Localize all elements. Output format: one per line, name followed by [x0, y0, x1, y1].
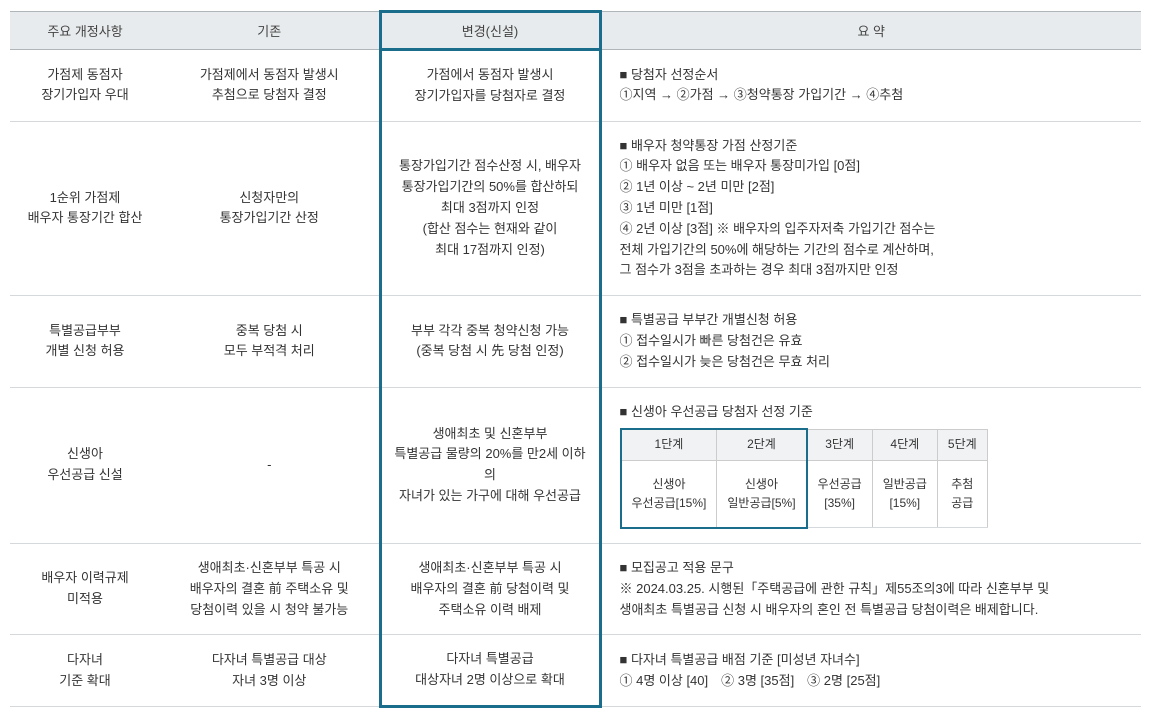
table-row: 다자녀기준 확대다자녀 특별공급 대상자녀 3명 이상다자녀 특별공급대상자녀 …	[10, 635, 1141, 707]
row-new: 부부 각각 중복 청약신청 가능(중복 당첨 시 先 당첨 인정)	[380, 296, 600, 387]
row-summary: ■ 배우자 청약통장 가점 산정기준① 배우자 없음 또는 배우자 통장미가입 …	[600, 121, 1141, 296]
row-new: 다자녀 특별공급대상자녀 2명 이상으로 확대	[380, 635, 600, 707]
table-row: 1순위 가점제배우자 통장기간 합산신청자만의통장가입기간 산정통장가입기간 점…	[10, 121, 1141, 296]
stage-header: 3단계	[807, 429, 873, 460]
stage-cell: 우선공급[35%]	[807, 460, 873, 528]
row-summary: ■ 당첨자 선정순서①지역 → ②가점 → ③청약통장 가입기간 → ④추첨	[600, 50, 1141, 122]
row-old: 신청자만의통장가입기간 산정	[160, 121, 380, 296]
table-header-row: 주요 개정사항 기존 변경(신설) 요 약	[10, 12, 1141, 50]
row-new: 생애최초 및 신혼부부특별공급 물량의 20%를 만2세 이하의자녀가 있는 가…	[380, 387, 600, 543]
row-title: 가점제 동점자장기가입자 우대	[10, 50, 160, 122]
stage-table: 1단계2단계3단계4단계5단계신생아우선공급[15%]신생아일반공급[5%]우선…	[620, 428, 988, 529]
stage-cell: 신생아우선공급[15%]	[621, 460, 717, 528]
stage-cell: 신생아일반공급[5%]	[717, 460, 807, 528]
header-title: 주요 개정사항	[10, 12, 160, 50]
stage-cell: 추첨공급	[937, 460, 987, 528]
revision-table: 주요 개정사항 기존 변경(신설) 요 약 가점제 동점자장기가입자 우대가점제…	[10, 10, 1141, 708]
row-summary: ■ 신생아 우선공급 당첨자 선정 기준 1단계2단계3단계4단계5단계신생아우선…	[600, 387, 1141, 543]
table-row: 특별공급부부개별 신청 허용중복 당첨 시모두 부적격 처리부부 각각 중복 청…	[10, 296, 1141, 387]
row-old: 생애최초·신혼부부 특공 시배우자의 결혼 前 주택소유 및당첨이력 있을 시 …	[160, 543, 380, 634]
row-new: 가점에서 동점자 발생시장기가입자를 당첨자로 결정	[380, 50, 600, 122]
header-new: 변경(신설)	[380, 12, 600, 50]
row-old: 중복 당첨 시모두 부적격 처리	[160, 296, 380, 387]
table-row: 신생아우선공급 신설-생애최초 및 신혼부부특별공급 물량의 20%를 만2세 …	[10, 387, 1141, 543]
table-row: 배우자 이력규제미적용생애최초·신혼부부 특공 시배우자의 결혼 前 주택소유 …	[10, 543, 1141, 634]
row-new: 통장가입기간 점수산정 시, 배우자통장가입기간의 50%를 합산하되최대 3점…	[380, 121, 600, 296]
stage-header: 5단계	[937, 429, 987, 460]
table-row: 가점제 동점자장기가입자 우대가점제에서 동점자 발생시추첨으로 당첨자 결정가…	[10, 50, 1141, 122]
header-old: 기존	[160, 12, 380, 50]
stage-header: 2단계	[717, 429, 807, 460]
row-summary: ■ 모집공고 적용 문구※ 2024.03.25. 시행된「주택공급에 관한 규…	[600, 543, 1141, 634]
row-title: 배우자 이력규제미적용	[10, 543, 160, 634]
row-old: -	[160, 387, 380, 543]
row-title: 신생아우선공급 신설	[10, 387, 160, 543]
stage-cell: 일반공급[15%]	[872, 460, 937, 528]
row-summary: ■ 다자녀 특별공급 배점 기준 [미성년 자녀수]① 4명 이상 [40] ②…	[600, 635, 1141, 707]
row-summary: ■ 특별공급 부부간 개별신청 허용① 접수일시가 빠른 당첨건은 유효② 접수…	[600, 296, 1141, 387]
stage-header: 4단계	[872, 429, 937, 460]
header-summary: 요 약	[600, 12, 1141, 50]
stage-header: 1단계	[621, 429, 717, 460]
row-title: 1순위 가점제배우자 통장기간 합산	[10, 121, 160, 296]
row-new: 생애최초·신혼부부 특공 시배우자의 결혼 前 당첨이력 및주택소유 이력 배제	[380, 543, 600, 634]
table-body: 가점제 동점자장기가입자 우대가점제에서 동점자 발생시추첨으로 당첨자 결정가…	[10, 50, 1141, 707]
summary-label: ■ 신생아 우선공급 당첨자 선정 기준	[620, 402, 1132, 423]
row-title: 특별공급부부개별 신청 허용	[10, 296, 160, 387]
row-old: 가점제에서 동점자 발생시추첨으로 당첨자 결정	[160, 50, 380, 122]
row-title: 다자녀기준 확대	[10, 635, 160, 707]
row-old: 다자녀 특별공급 대상자녀 3명 이상	[160, 635, 380, 707]
